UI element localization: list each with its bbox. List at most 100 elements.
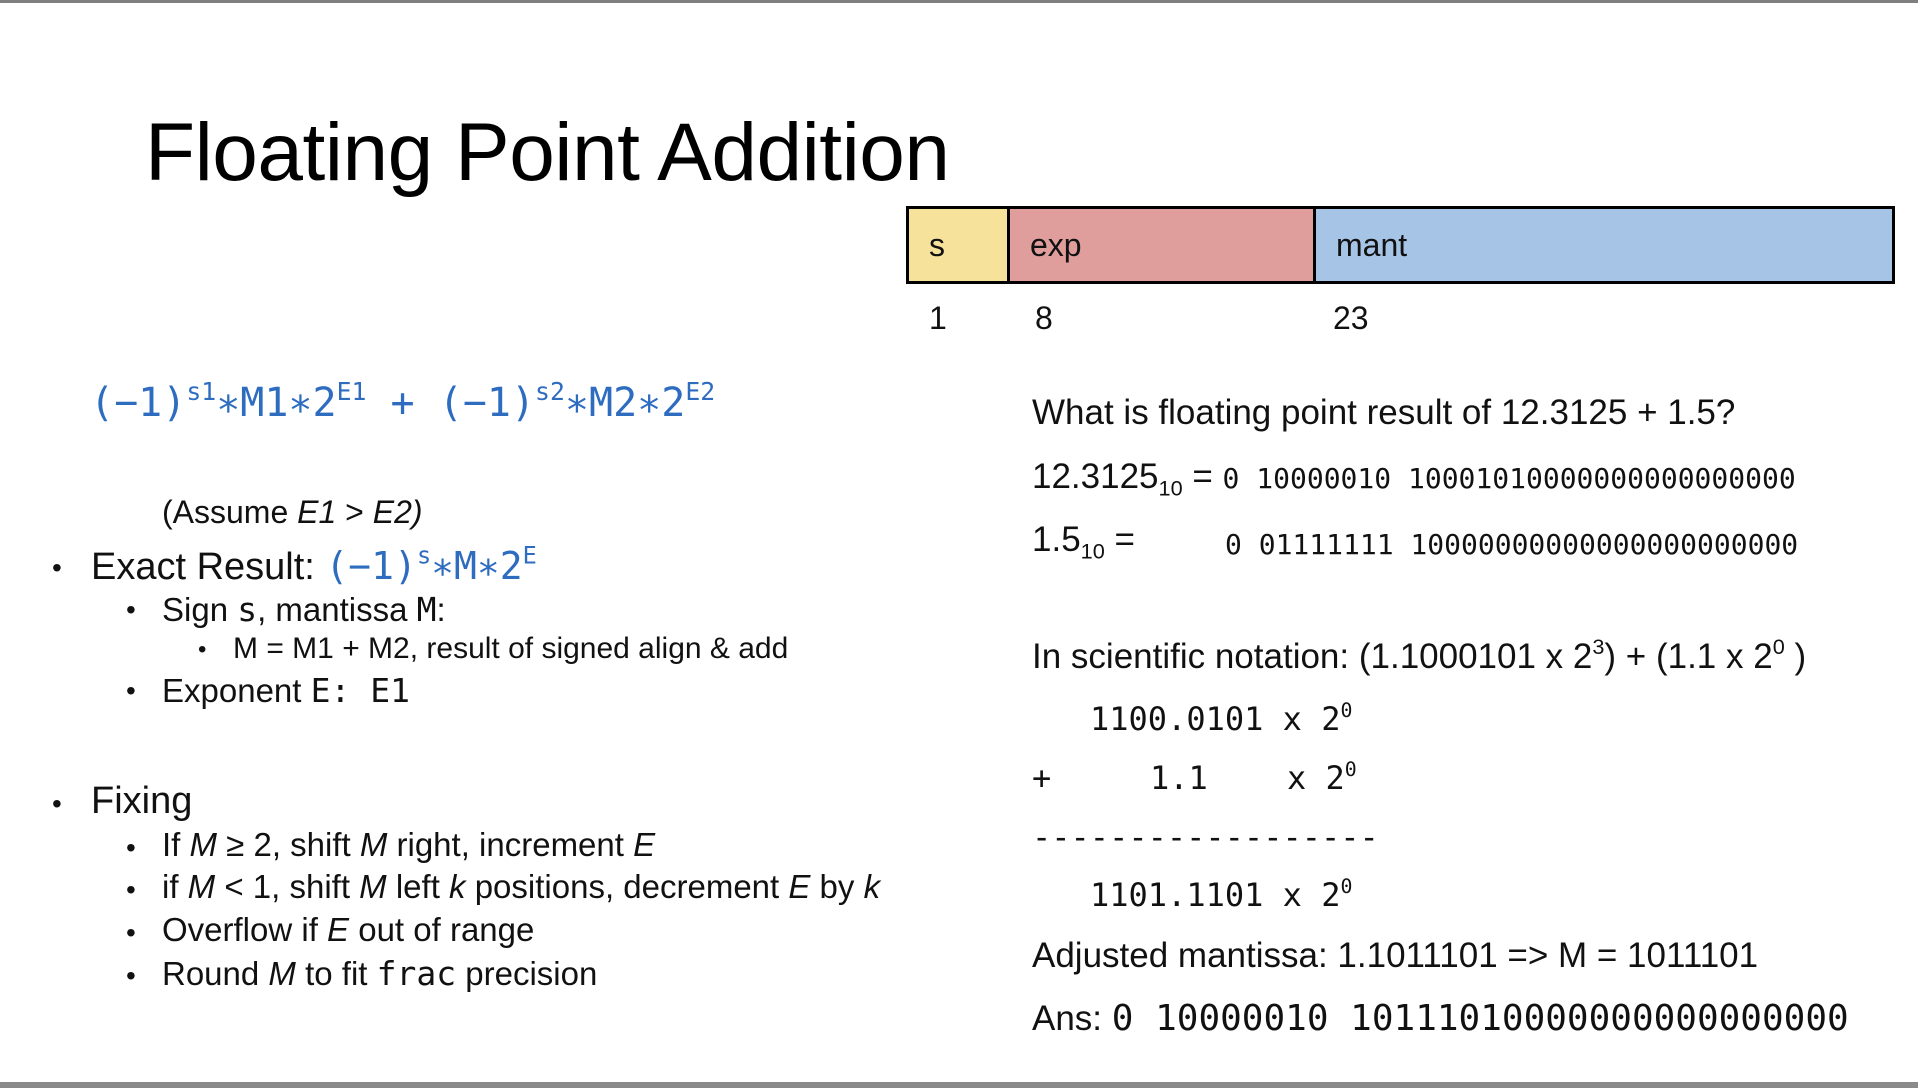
exact-sup: E	[522, 541, 537, 570]
fix-text: to fit	[295, 955, 377, 992]
slide-title: Floating Point Addition	[145, 107, 950, 198]
assume-text: (Assume	[162, 494, 298, 530]
bullet-dot: •	[126, 832, 136, 863]
addend-1-exp: 0	[1340, 699, 1353, 723]
sign-colon: :	[436, 591, 446, 628]
n1-value: 12.3125	[1032, 457, 1159, 496]
exact-label: Exact Result:	[91, 546, 326, 588]
exact-term: (−1)	[325, 544, 417, 588]
addend-2: 1.1	[1150, 759, 1208, 797]
addition-formula: (−1)s1∗M1∗2E1 + (−1)s2∗M2∗2E2	[90, 376, 716, 426]
sum-text: 1101.1101 x 2	[1090, 876, 1341, 914]
bottom-border	[0, 1082, 1918, 1088]
bullet-round: Round M to fit frac precision	[162, 954, 597, 993]
sign-m: M	[416, 590, 437, 629]
assume-gt: >	[336, 494, 373, 530]
bullet-fix-shift-left: if M < 1, shift M left k positions, decr…	[162, 868, 880, 906]
bullet-sign-mantissa: Sign s, mantissa M:	[162, 590, 446, 629]
format-field-sign: s	[906, 206, 1010, 284]
bullet-dot: •	[126, 675, 136, 706]
number-1-line: 12.312510 = 0 10000010 10001010000000000…	[1032, 457, 1796, 499]
addend-2-power: x 20	[1287, 759, 1357, 797]
sci-text: ) + (1.1 x 2	[1604, 637, 1773, 676]
fix-var: k	[449, 868, 466, 905]
format-bits-exp: 8	[1035, 300, 1053, 336]
formula-term: (−1)	[90, 380, 187, 426]
fix-var: E	[788, 868, 811, 905]
fix-var: E	[633, 826, 656, 863]
exp-e1: E1	[370, 671, 410, 710]
sign-text: Sign	[162, 591, 238, 628]
formula-plus: +	[366, 380, 439, 426]
addend-1: 1100.0101 x 20	[1090, 700, 1352, 738]
n1-base: 10	[1158, 475, 1183, 501]
sum-divider: ------------------	[1032, 818, 1379, 856]
fix-var: M	[268, 955, 296, 992]
sci-text: )	[1784, 637, 1807, 676]
exact-term: ∗M∗2	[431, 544, 523, 588]
format-bits-sign: 1	[929, 300, 947, 336]
formula-sup: E2	[685, 376, 716, 406]
number-2-line: 1.510 =	[1032, 520, 1135, 562]
fix-text: by	[810, 868, 864, 905]
final-answer: Ans: 0 10000010 10111010000000000000000	[1032, 998, 1849, 1039]
fix-var: M	[359, 826, 388, 863]
bullet-fix-shift-right: If M ≥ 2, shift M right, increment E	[162, 826, 655, 864]
bullet-dot: •	[198, 636, 207, 663]
formula-sup: E1	[336, 376, 367, 406]
exact-sup: s	[416, 541, 432, 570]
fix-text: < 1, shift	[215, 868, 360, 905]
format-field-mant: mant	[1313, 206, 1895, 284]
formula-sup: s1	[186, 376, 217, 406]
formula-sup: s2	[535, 376, 565, 406]
formula-term: ∗M1∗2	[216, 380, 337, 426]
bullet-m-sum: M = M1 + M2, result of signed align & ad…	[233, 632, 789, 665]
sign-s: s	[237, 590, 258, 629]
sci-text: In scientific notation: (1.1000101 x 2	[1032, 637, 1593, 676]
format-field-sign-label: s	[929, 226, 945, 263]
bullet-dot: •	[52, 788, 62, 819]
fix-text: precision	[456, 955, 598, 992]
bullet-exponent: Exponent E: E1	[162, 671, 410, 710]
answer-label: Ans:	[1032, 999, 1112, 1038]
fix-var: k	[863, 868, 881, 905]
n2-base: 10	[1080, 538, 1105, 564]
format-field-exp: exp	[1007, 206, 1316, 284]
fix-text: ≥ 2, shift	[217, 826, 360, 863]
addend-1-text: 1100.0101 x 2	[1090, 700, 1341, 738]
fix-var: M	[187, 868, 216, 905]
exp-colon: :	[330, 671, 371, 710]
fix-var: M	[189, 826, 218, 863]
formula-term: ∗M2∗2	[564, 380, 686, 426]
n2-eq: =	[1104, 520, 1135, 559]
n1-eq: =	[1182, 457, 1223, 496]
fix-text: positions, decrement	[465, 868, 789, 905]
addend-2-x: x 2	[1287, 759, 1345, 797]
bullet-fixing: Fixing	[91, 780, 193, 822]
example-question: What is floating point result of 12.3125…	[1032, 393, 1736, 432]
answer-bits: 0 10000010 10111010000000000000000	[1111, 998, 1849, 1039]
adjusted-mantissa: Adjusted mantissa: 1.1011101 => M = 1011…	[1032, 936, 1759, 975]
bullet-exact-result: Exact Result: (−1)s∗M∗2E	[91, 544, 537, 589]
sum-exp: 0	[1340, 875, 1353, 899]
scientific-notation: In scientific notation: (1.1000101 x 23)…	[1032, 633, 1807, 677]
fix-text: Overflow if	[162, 911, 328, 948]
sign-mid: , mantissa	[257, 591, 417, 628]
addend-2-exp: 0	[1344, 758, 1357, 782]
fix-text: if	[162, 868, 188, 905]
n2-bits: 0 01111111 10000000000000000000000	[1225, 528, 1799, 561]
bullet-dot: •	[126, 960, 136, 991]
sci-exp: 0	[1772, 633, 1785, 659]
format-field-mant-label: mant	[1336, 226, 1408, 263]
sci-exp: 3	[1592, 633, 1605, 659]
exp-text: Exponent	[162, 672, 311, 709]
fix-var: E	[327, 911, 350, 948]
fix-frac: frac	[376, 954, 457, 993]
bullet-overflow: Overflow if E out of range	[162, 911, 534, 949]
bullet-dot: •	[52, 552, 62, 583]
n2-value: 1.5	[1032, 520, 1081, 559]
format-bits-mant: 23	[1333, 300, 1369, 336]
assume-e1: E1	[297, 494, 337, 530]
top-border	[0, 0, 1918, 3]
assume-e2: E2)	[372, 494, 423, 530]
